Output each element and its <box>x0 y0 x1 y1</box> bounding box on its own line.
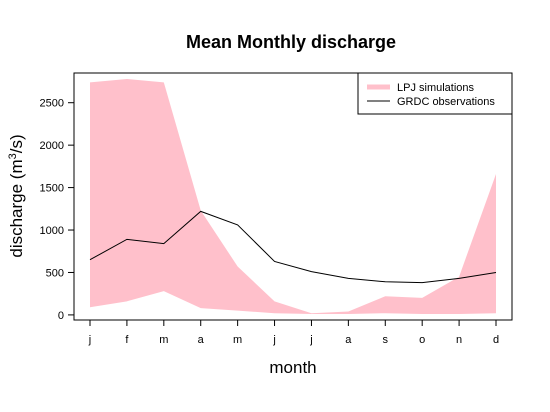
plot-frame <box>73 72 513 321</box>
x-tick-label: m <box>233 334 242 346</box>
x-tick-label: j <box>309 334 312 346</box>
y-tick-label: 0 <box>58 310 64 322</box>
legend-label-observations: GRDC observations <box>397 96 495 108</box>
legend: LPJ simulations GRDC observations <box>357 72 513 115</box>
legend-box <box>357 72 513 115</box>
chart-title: Mean Monthly discharge <box>186 32 396 52</box>
x-tick-label: a <box>198 334 205 346</box>
y-tick-label: 2500 <box>40 98 64 110</box>
x-tick-label: f <box>125 334 129 346</box>
y-tick-label: 500 <box>46 267 64 279</box>
simulation-band-layer <box>90 78 496 315</box>
x-axis-label: month <box>269 358 316 377</box>
y-tick-label: 2000 <box>40 140 64 152</box>
y-tick-label: 1000 <box>40 225 64 237</box>
x-tick-label: d <box>493 334 499 346</box>
x-tick-label: o <box>419 334 425 346</box>
x-tick-label: m <box>159 334 168 346</box>
y-axis-label: discharge (m3/s) <box>7 134 26 257</box>
y-axis: 0 500 1000 1500 2000 2500 <box>40 98 74 322</box>
observation-line-layer <box>89 210 497 284</box>
simulation-range-band <box>90 78 496 315</box>
y-tick-label: 1500 <box>40 183 64 195</box>
x-tick-label: n <box>456 334 462 346</box>
x-tick-label: j <box>272 334 275 346</box>
x-tick-label: s <box>383 334 389 346</box>
x-tick-label: a <box>345 334 352 346</box>
legend-label-simulations: LPJ simulations <box>397 82 475 94</box>
x-tick-label: j <box>88 334 91 346</box>
observation-line <box>89 210 497 284</box>
